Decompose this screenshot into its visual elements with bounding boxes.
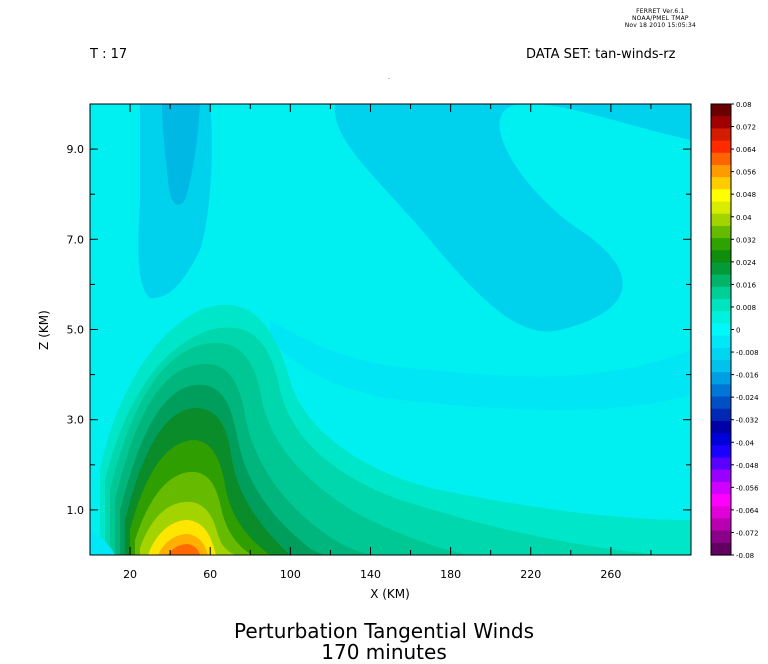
colorbar-swatch [711,506,731,520]
colorbar-label: -0.048 [736,462,759,470]
colorbar-swatch [711,323,731,337]
program-version: FERRET Ver.6.1 [636,8,685,15]
colorbar-swatch [711,213,731,227]
colorbar-label: -0.072 [736,529,759,537]
colorbar-label: 0.056 [736,169,757,177]
colorbar-swatch [711,177,731,190]
dataset-label: DATA SET: tan-winds-rz [526,47,676,62]
colorbar-label: -0.064 [736,507,759,515]
colorbar-label: -0.016 [736,372,759,380]
colorbar-swatch [711,445,731,459]
stray-dot: . [388,74,390,81]
colorbar-swatch [711,250,731,264]
colorbar-swatch [711,225,731,239]
colorbar-swatch [711,262,731,276]
x-tick-label: 20 [123,568,137,581]
colorbar-label: 0.032 [736,236,756,244]
x-tick-label: 60 [203,568,217,581]
plot-axes: 20 60 100 140 180 220 260 1.0 3.0 5.0 7.0 9.0 [67,103,692,581]
colorbar-swatch [711,164,731,178]
y-tick-label: 1.0 [67,504,85,517]
y-tick-label: 7.0 [67,233,85,246]
contour-corner-low-left [90,530,115,555]
colorbar-swatch [711,384,731,398]
colorbar-swatch [711,347,731,361]
program-org: NOAA/PMEL TMAP [631,15,689,22]
colorbar-label: -0.032 [736,417,759,425]
colorbar-label: 0.08 [736,101,752,109]
colorbar-swatch [711,494,731,507]
colorbar-label: -0.024 [736,394,759,402]
contour-band-right-low [270,320,691,411]
x-tick-label: 220 [520,568,541,581]
colorbar-swatch [711,518,731,532]
colorbar-label: -0.04 [736,439,755,447]
colorbar-label: 0.016 [736,281,757,289]
colorbar-label: 0.04 [736,214,752,222]
colorbar-swatch [711,104,731,117]
x-axis-label: X (KM) [370,587,410,601]
y-tick-label: 9.0 [67,143,85,156]
colorbar-label: 0.008 [736,304,756,312]
colorbar-label: -0.056 [736,484,759,492]
colorbar-swatch [711,152,731,166]
colorbar-label: 0.024 [736,259,757,267]
x-tick-label: 180 [440,568,461,581]
colorbar-swatch [711,530,731,544]
colorbar-label: -0.008 [736,349,759,357]
colorbar-swatch [711,335,731,349]
colorbar-swatch [711,238,731,251]
colorbar-swatch [711,457,731,471]
timestamp: Nov 18 2010 15:05:34 [624,22,696,29]
colorbar: 0.08 0.072 0.064 0.056 0.048 0.04 0.032 0.024 0.… [710,101,759,560]
program-info: FERRET Ver.6.1 NOAA/PMEL TMAP Nov 18 201… [625,8,696,29]
contour-field [90,104,691,555]
colorbar-swatch [711,542,731,556]
colorbar-swatch [711,286,731,300]
colorbar-label: 0.064 [736,146,757,154]
colorbar-swatch [711,311,731,325]
colorbar-swatch [711,420,731,434]
y-tick-label: 5.0 [67,324,85,337]
colorbar-swatch [711,396,731,410]
chart-subtitle: 170 minutes [321,640,447,664]
time-step-label: T : 17 [90,47,128,62]
colorbar-label: 0 [736,327,740,335]
colorbar-swatch [711,274,731,288]
colorbar-label: -0.08 [736,552,754,560]
x-tick-label: 100 [280,568,301,581]
y-tick-label: 3.0 [67,414,85,427]
colorbar-swatch [711,128,731,142]
colorbar-swatch [711,372,731,385]
chart-title: Perturbation Tangential Winds [234,619,534,643]
colorbar-swatch [711,408,731,422]
contour-core-upper-left [162,104,200,205]
colorbar-swatch [711,433,731,446]
colorbar-swatch [711,140,731,154]
colorbar-label: 0.048 [736,191,756,199]
colorbar-swatch [711,299,731,312]
colorbar-swatch [711,359,731,373]
colorbar-swatch [711,481,731,495]
colorbar-label: 0.072 [736,124,756,132]
colorbar-swatch [711,201,731,215]
y-axis-label: Z (KM) [37,310,51,350]
contour-band-upper-right [334,104,691,332]
contour-band-12 [168,544,200,555]
x-tick-label: 140 [360,568,381,581]
colorbar-swatch [711,469,731,483]
colorbar-swatch [711,189,731,203]
colorbar-swatch [711,116,731,129]
x-tick-label: 260 [600,568,621,581]
